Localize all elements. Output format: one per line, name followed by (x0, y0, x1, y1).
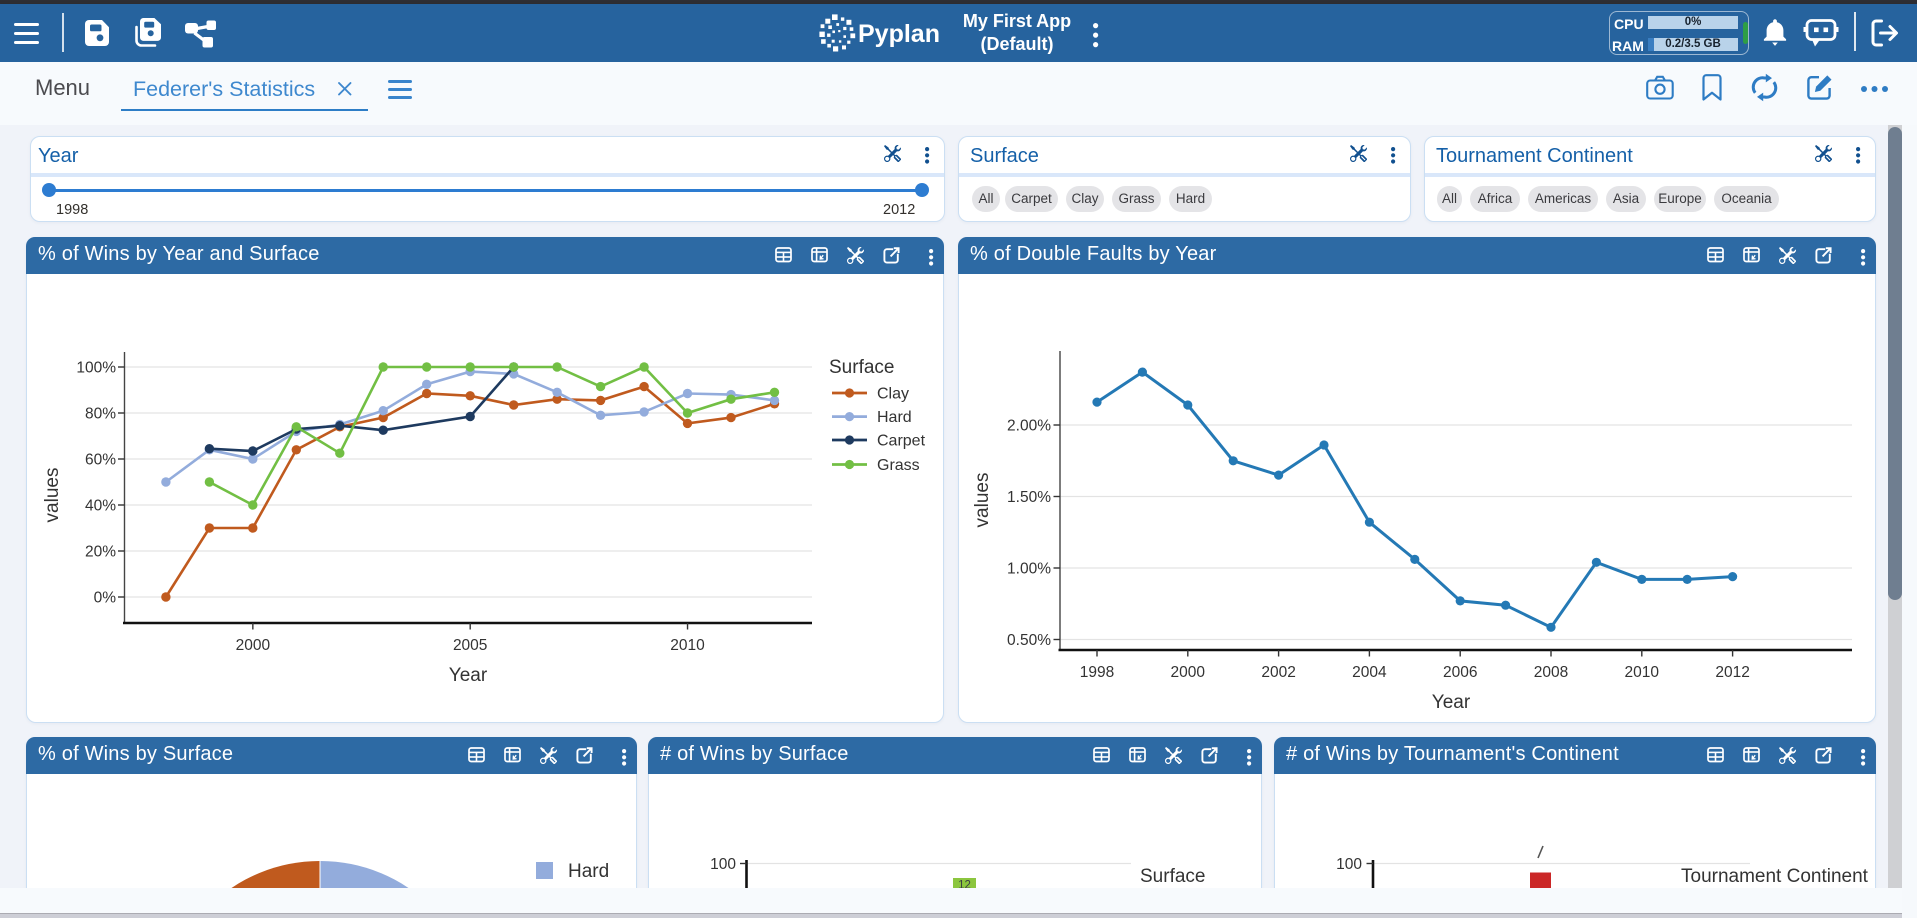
svg-text:2000: 2000 (236, 637, 271, 654)
svg-text:60%: 60% (85, 452, 116, 469)
svg-text:values: values (972, 473, 993, 528)
svg-text:Year: Year (449, 665, 488, 686)
svg-text:Hard: Hard (568, 861, 609, 882)
svg-text:values: values (42, 468, 63, 523)
svg-text:2010: 2010 (670, 637, 705, 654)
svg-text:2012: 2012 (1715, 664, 1749, 681)
svg-text:40%: 40% (85, 498, 116, 515)
svg-text:2008: 2008 (1534, 664, 1568, 681)
svg-text:100: 100 (1336, 856, 1362, 873)
svg-text:Carpet: Carpet (877, 433, 926, 450)
svg-text:20%: 20% (85, 544, 116, 561)
svg-text:100%: 100% (76, 360, 116, 377)
svg-text:Tournament Continent: Tournament Continent (1681, 866, 1869, 887)
svg-text:0.50%: 0.50% (1007, 632, 1051, 649)
svg-text:2000: 2000 (1171, 664, 1206, 681)
svg-text:80%: 80% (85, 406, 116, 423)
svg-text:2006: 2006 (1443, 664, 1477, 681)
svg-text:Clay: Clay (877, 386, 909, 403)
svg-text:Hard: Hard (877, 409, 912, 426)
svg-text:2004: 2004 (1352, 664, 1387, 681)
svg-text:0%: 0% (94, 590, 117, 607)
svg-text:Surface: Surface (829, 357, 894, 378)
svg-text:2010: 2010 (1625, 664, 1660, 681)
svg-text:Year: Year (1432, 692, 1471, 713)
svg-text:100: 100 (710, 856, 736, 873)
svg-text:Surface: Surface (1140, 866, 1205, 887)
svg-text:2002: 2002 (1261, 664, 1295, 681)
svg-text:1998: 1998 (1080, 664, 1114, 681)
svg-text:2005: 2005 (453, 637, 487, 654)
svg-text:2.00%: 2.00% (1007, 418, 1051, 435)
svg-text:Grass: Grass (877, 457, 920, 474)
svg-text:1.00%: 1.00% (1007, 561, 1051, 578)
svg-text:12: 12 (958, 880, 971, 889)
svg-text:1.50%: 1.50% (1007, 489, 1051, 506)
